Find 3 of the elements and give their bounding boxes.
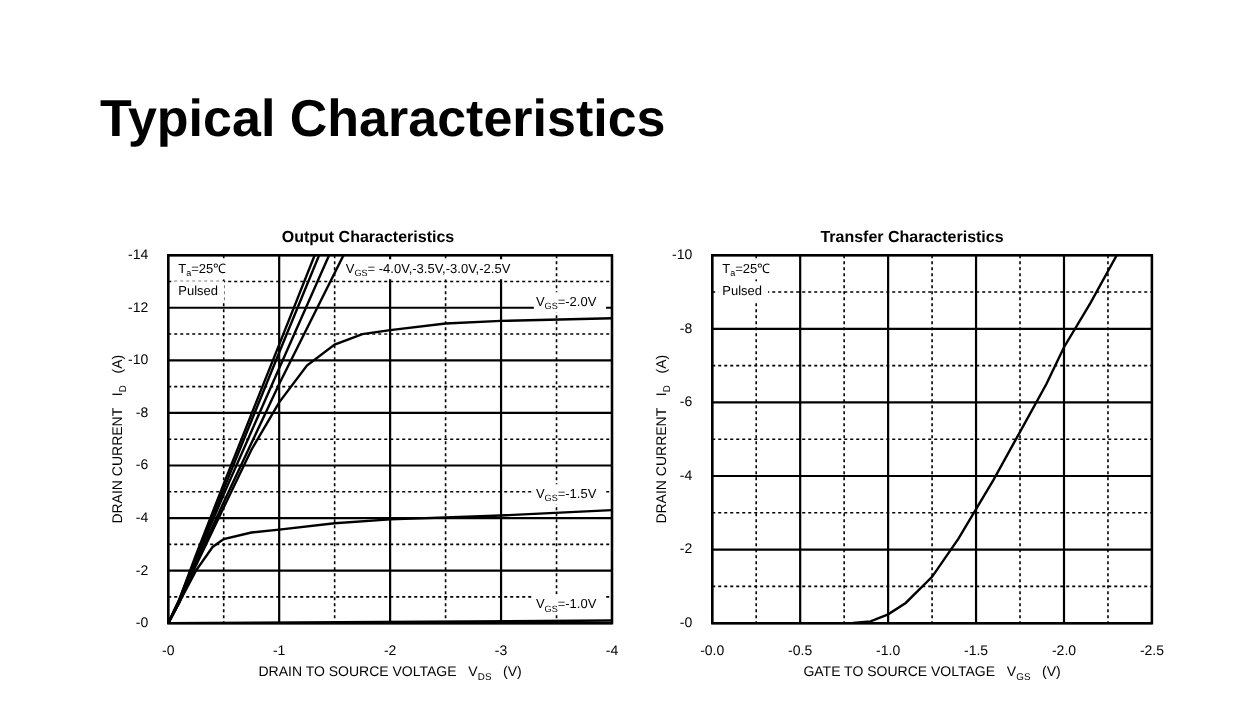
chart-title: Output Characteristics — [281, 228, 456, 247]
chart-title: Transfer Characteristics — [820, 228, 1005, 247]
text: Typical Characteristics — [100, 88, 666, 150]
